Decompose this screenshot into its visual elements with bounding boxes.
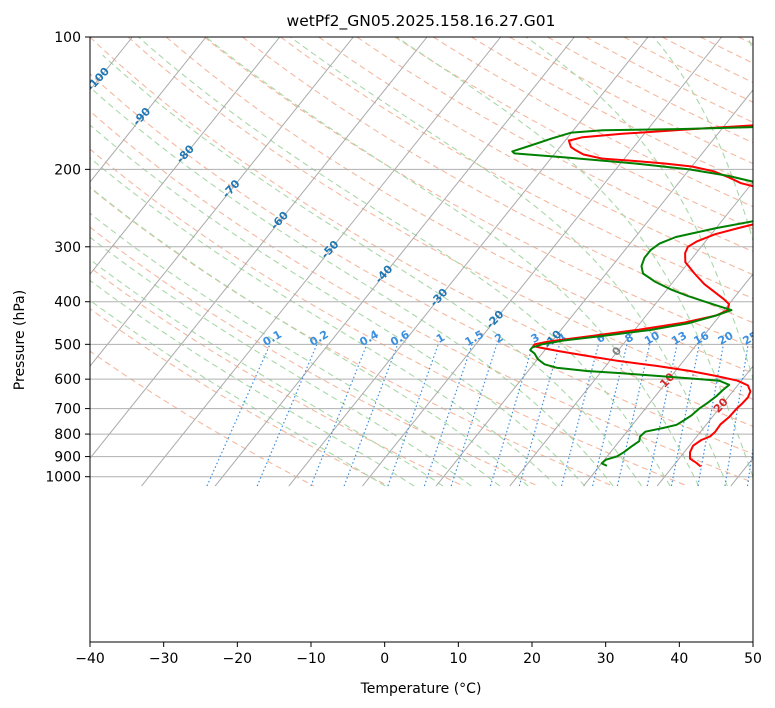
dry-adiabat bbox=[585, 37, 753, 123]
dewpoint-profile-line bbox=[511, 126, 753, 467]
x-tick-label: −30 bbox=[149, 651, 179, 667]
isotherm-line bbox=[362, 37, 723, 487]
isotherm-line bbox=[214, 37, 575, 487]
mixing-ratio-line bbox=[592, 344, 628, 487]
y-tick-label: 600 bbox=[54, 372, 81, 388]
isotherm-line bbox=[509, 181, 753, 487]
mixing-ratio-line bbox=[256, 344, 318, 487]
y-tick-label: 200 bbox=[54, 162, 81, 178]
mixing-ratio-line bbox=[518, 344, 561, 487]
moist-adiabat bbox=[102, 54, 642, 487]
isotherm-line bbox=[656, 365, 753, 487]
dry-adiabat bbox=[509, 37, 753, 165]
x-tick-label: 0 bbox=[380, 651, 389, 667]
mixing-ratio-line bbox=[423, 344, 473, 487]
x-tick-label: −10 bbox=[296, 651, 326, 667]
dry-adiabat bbox=[165, 37, 753, 374]
dry-adiabat bbox=[204, 37, 753, 349]
isotherm-line bbox=[90, 37, 428, 460]
mixing-ratio-line bbox=[450, 344, 498, 487]
dry-adiabat bbox=[90, 350, 315, 487]
isotherm-line bbox=[90, 37, 354, 368]
dry-adiabat bbox=[90, 266, 464, 487]
mixing-ratio-line bbox=[343, 344, 399, 487]
dry-adiabat bbox=[318, 37, 753, 276]
isotherm-line bbox=[583, 273, 753, 487]
x-axis-label: Temperature (°C) bbox=[360, 681, 482, 697]
mixing-ratio-line bbox=[560, 344, 600, 487]
y-tick-label: 500 bbox=[54, 337, 81, 353]
moist-adiabat bbox=[90, 236, 472, 487]
moist-adiabat bbox=[90, 279, 415, 487]
dry-adiabat bbox=[90, 226, 539, 487]
y-tick-label: 800 bbox=[54, 427, 81, 443]
moist-adiabat bbox=[90, 258, 444, 487]
y-tick-label: 1000 bbox=[45, 470, 81, 486]
mixing-ratio-line bbox=[616, 344, 651, 487]
x-tick-label: 10 bbox=[449, 651, 467, 667]
x-tick-label: 40 bbox=[670, 651, 688, 667]
y-tick-label: 100 bbox=[54, 30, 81, 46]
moist-adiabat bbox=[525, 37, 753, 381]
y-tick-label: 400 bbox=[54, 295, 81, 311]
y-axis: 100 200 300 400 500 600 700 800 900 1000 bbox=[45, 30, 90, 486]
y-tick-label: 700 bbox=[54, 402, 81, 418]
moist-adiabat bbox=[289, 37, 728, 487]
isotherm-line bbox=[90, 37, 207, 183]
dry-adiabat bbox=[90, 148, 688, 487]
dry-adiabat bbox=[471, 37, 753, 186]
y-tick-label: 300 bbox=[54, 240, 81, 256]
dry-adiabat bbox=[394, 37, 753, 230]
isotherm-line bbox=[90, 37, 281, 275]
dry-adiabat bbox=[280, 37, 753, 300]
dry-adiabat bbox=[90, 308, 389, 487]
isotherm-line bbox=[141, 37, 502, 487]
mixing-ratio-line bbox=[387, 344, 439, 487]
x-axis: −40 −30 −20 −10 0 10 20 30 40 50 bbox=[75, 642, 762, 667]
isotherm-line bbox=[435, 89, 753, 487]
moist-adiabat bbox=[90, 186, 529, 487]
isotherm-line bbox=[288, 37, 649, 487]
dry-adiabat bbox=[90, 37, 753, 427]
mixing-ratio-line bbox=[310, 344, 368, 487]
y-tick-label: 900 bbox=[54, 450, 81, 466]
x-tick-label: 20 bbox=[523, 651, 541, 667]
moist-adiabat bbox=[205, 37, 700, 487]
moist-adiabat bbox=[90, 212, 501, 487]
x-tick-label: −20 bbox=[223, 651, 253, 667]
x-tick-label: −40 bbox=[75, 651, 105, 667]
mixing-ratio-line bbox=[670, 344, 700, 487]
dry-adiabat bbox=[90, 73, 753, 455]
x-tick-label: 30 bbox=[597, 651, 615, 667]
mixing-ratio-label: 25 bbox=[740, 329, 760, 348]
y-axis-label: Pressure (hPa) bbox=[12, 290, 28, 390]
plot-frame bbox=[89, 36, 754, 643]
x-tick-label: 50 bbox=[744, 651, 762, 667]
mixing-ratio-line bbox=[489, 344, 534, 487]
moist-adiabat bbox=[90, 86, 614, 487]
series-layer bbox=[511, 124, 753, 468]
chart-title: wetPf2_GN05.2025.158.16.27.G01 bbox=[287, 12, 556, 31]
moist-adiabat bbox=[90, 299, 386, 487]
mixing-ratio-line bbox=[206, 344, 271, 487]
moist-adiabat bbox=[396, 37, 753, 479]
